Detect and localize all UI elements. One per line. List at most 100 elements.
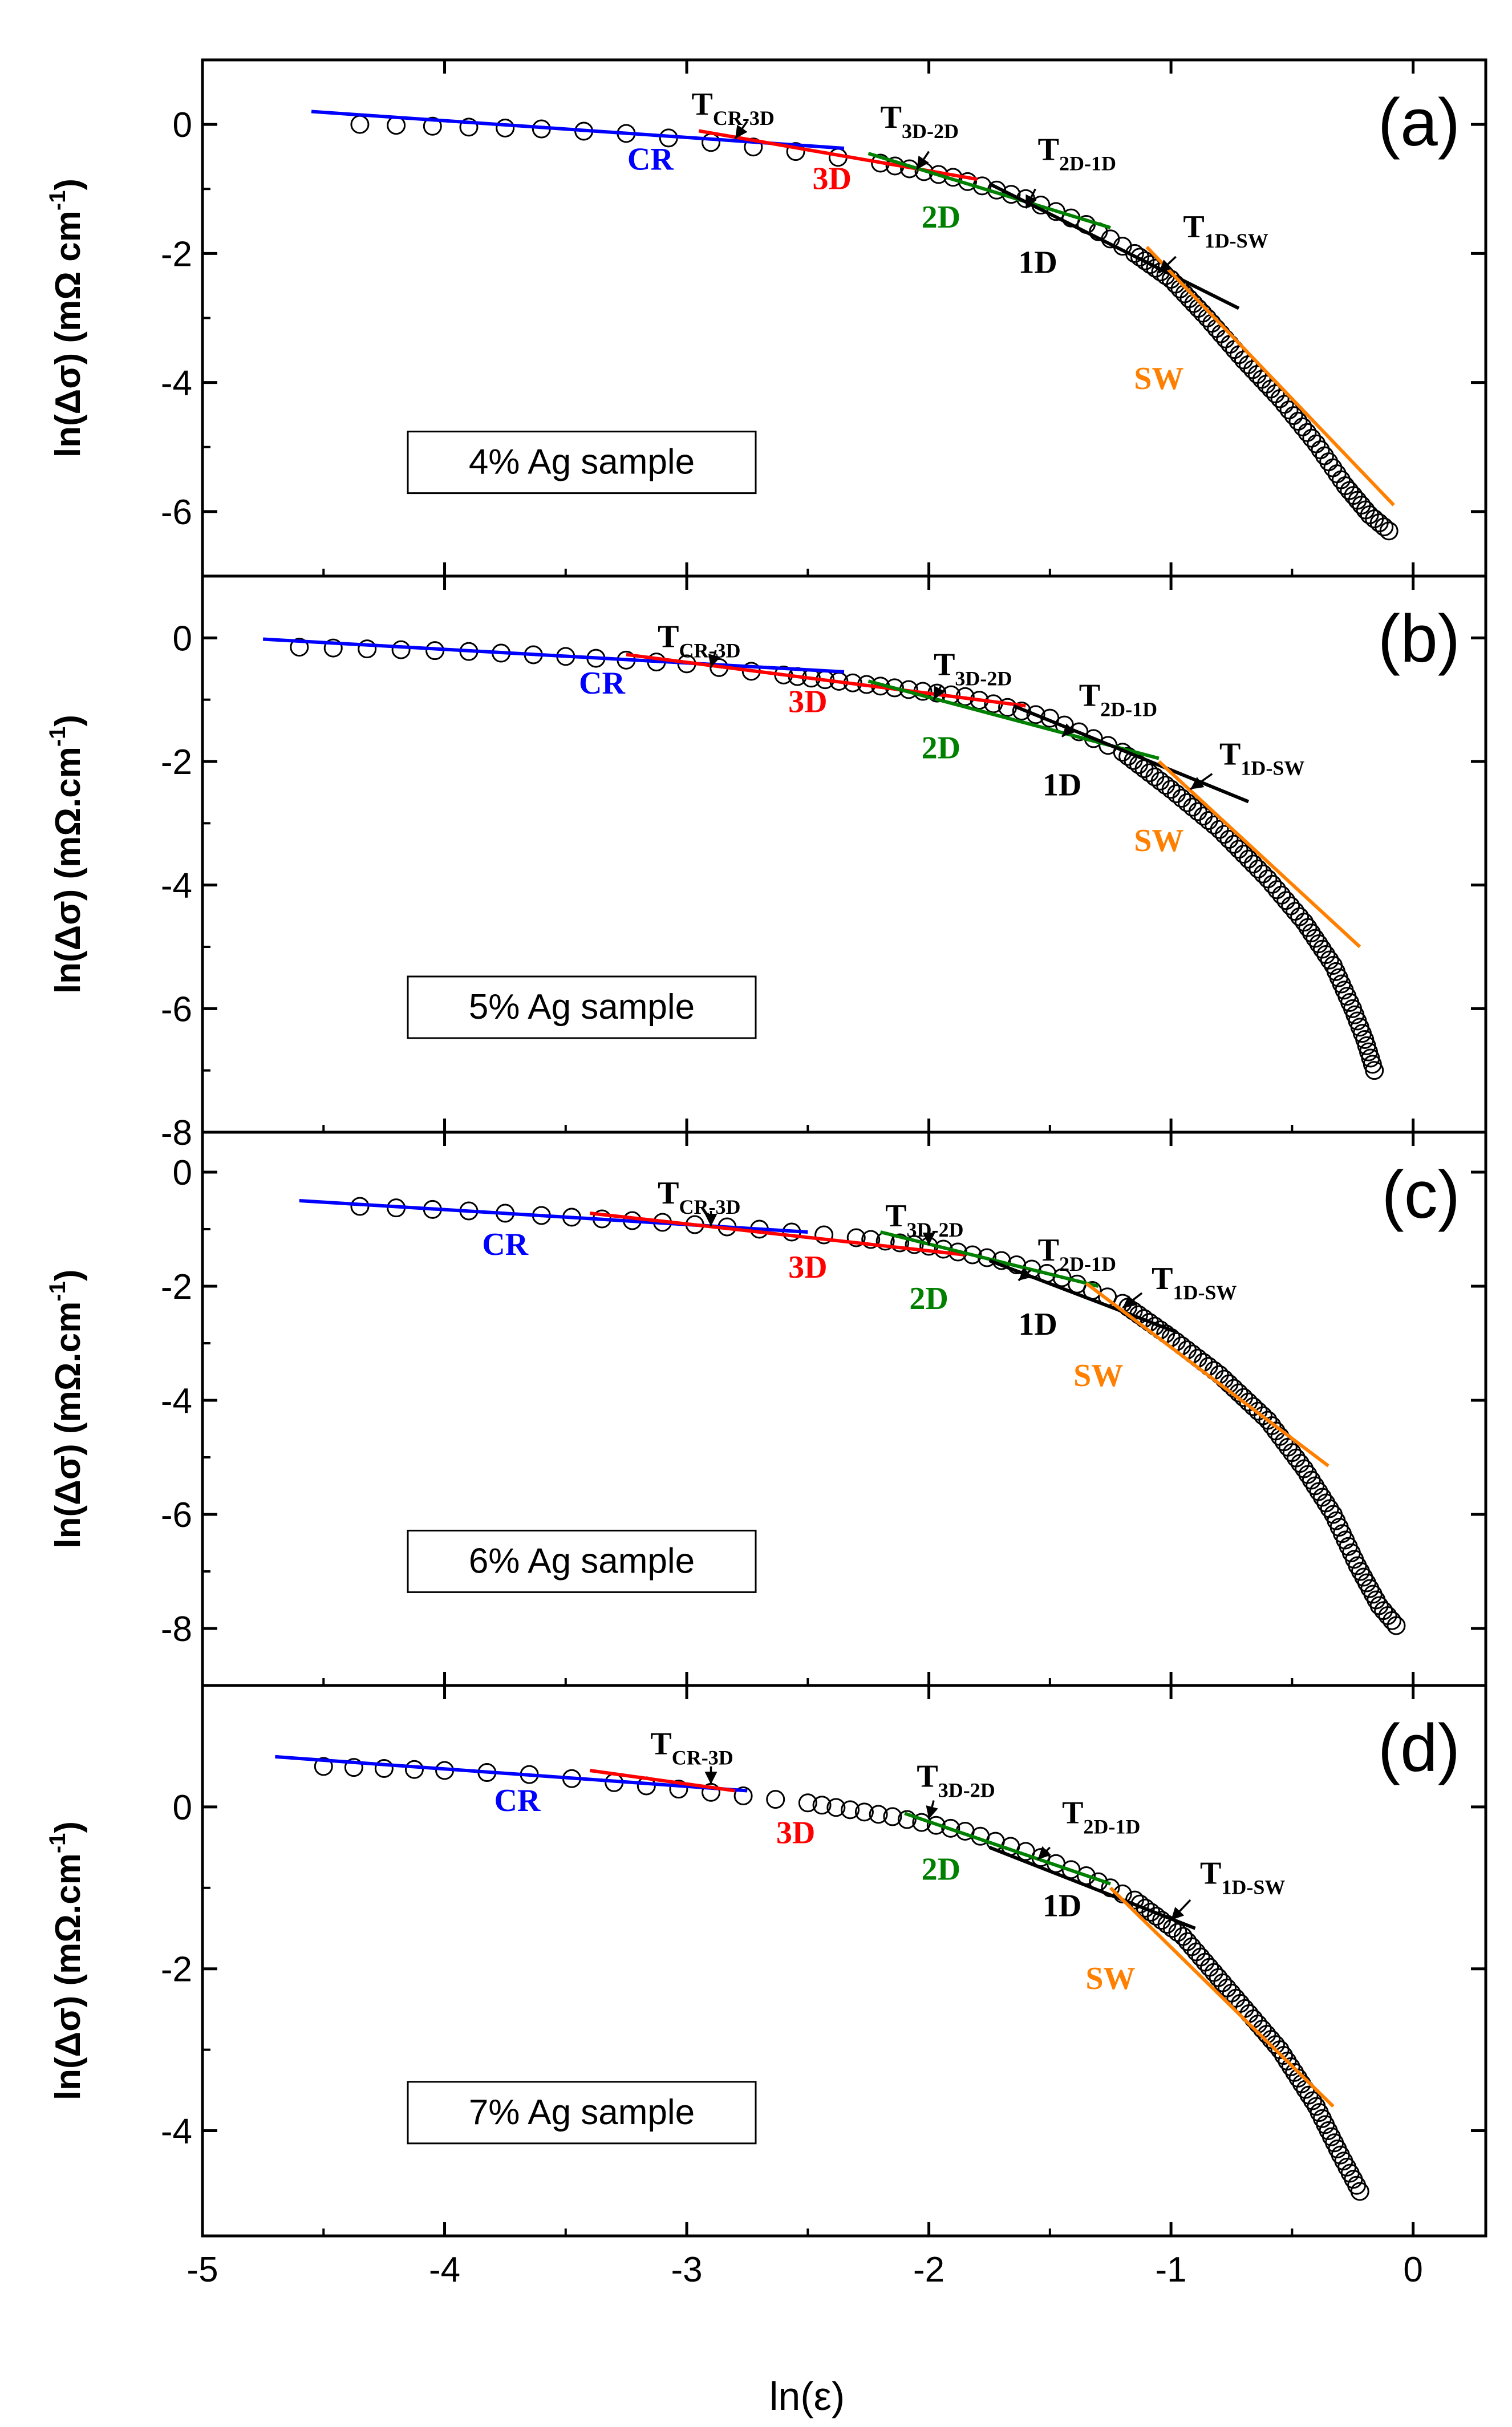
data-point [1272, 885, 1291, 905]
transition-label: T1D-SW [1190, 736, 1304, 791]
fit-line-cr [262, 637, 845, 674]
data-point [1306, 929, 1325, 948]
sample-label: 6% Ag sample [469, 1541, 695, 1581]
data-point [1298, 423, 1317, 442]
y-tick-label: 0 [173, 1788, 192, 1828]
transition-arrowhead [934, 686, 946, 700]
data-point [1286, 902, 1305, 921]
data-point [890, 1233, 910, 1253]
data-point [826, 1798, 846, 1817]
transition-text: TCR-3D [658, 1176, 740, 1218]
data-point [854, 1802, 874, 1822]
transition-label: TCR-3D [692, 87, 775, 140]
y-tick-label: -4 [161, 1381, 192, 1421]
transition-label: T2D-1D [1018, 1233, 1116, 1282]
transition-label: T1D-SW [1158, 209, 1268, 274]
regime-label-3d: 3D [813, 161, 852, 196]
panel-4: 0 -2 -4 ln(Δσ) (mΩ.cm-1) CR 3D 2D 1D SW TCR-3D T3D… [45, 1684, 1487, 2238]
sample-box [407, 431, 757, 495]
y-axis-title: ln(Δσ) (mΩ.cm-1) [45, 715, 88, 994]
data-point [1316, 945, 1336, 965]
data-point [841, 1800, 860, 1820]
data-point [290, 638, 309, 657]
regime-label-1d: 1D [1043, 1888, 1081, 1923]
sample-label: 7% Ag sample [469, 2093, 695, 2132]
fit-line-1d [988, 182, 1240, 310]
data-point [1188, 802, 1207, 821]
regime-label-sw: SW [1134, 823, 1183, 858]
data-points [314, 1757, 1369, 2201]
regime-label-1d: 1D [1018, 1307, 1057, 1342]
transition-arrowhead [1190, 777, 1205, 789]
transition-text: T2D-1D [1079, 678, 1157, 721]
regime-label-1d: 1D [1043, 768, 1081, 803]
data-point [1350, 2182, 1369, 2201]
data-point [1195, 1952, 1215, 1972]
data-point [1026, 705, 1045, 724]
data-point [314, 1757, 333, 1776]
transition-arrowhead [704, 1214, 718, 1226]
data-point [1331, 470, 1351, 489]
y-tick-label: -2 [161, 1267, 192, 1307]
y-tick-label: 0 [173, 1153, 192, 1193]
data-point [1375, 517, 1394, 537]
data-point [1210, 820, 1229, 839]
data-point [1295, 913, 1314, 932]
data-point [869, 1805, 888, 1824]
data-point [1298, 918, 1318, 937]
data-point [391, 640, 411, 659]
data-point [1211, 324, 1231, 343]
panel-1: 0 -2 -4 -6 ln(Δσ) (mΩ cm-1) CR 3D 2D 1D SW TCR-3D T… [45, 58, 1487, 578]
y-tick-label: -6 [161, 493, 192, 532]
data-point [1302, 428, 1322, 448]
regime-label-cr: CR [494, 1783, 540, 1818]
data-point [1320, 950, 1339, 970]
data-point [1248, 860, 1268, 878]
transition-text: T3D-2D [934, 647, 1012, 690]
data-point [1309, 934, 1328, 954]
data-point [1145, 767, 1165, 787]
regime-label-sw: SW [1134, 361, 1183, 396]
regime-label-3d: 3D [788, 1250, 827, 1285]
data-point [733, 1786, 753, 1805]
data-point [1288, 412, 1308, 431]
regime-label-cr: CR [482, 1227, 528, 1262]
data-point [846, 1228, 866, 1247]
data-point [1213, 1973, 1233, 1992]
regime-label-cr: CR [579, 666, 625, 701]
data-point [1307, 434, 1326, 453]
regime-label-2d: 2D [922, 731, 960, 766]
fit-line-1d [988, 1846, 1196, 1930]
x-tick-label: -4 [429, 2250, 460, 2290]
data-point [1284, 406, 1303, 426]
regime-label-2d: 2D [909, 1281, 948, 1316]
data-point [1258, 869, 1278, 889]
data-point [374, 1759, 394, 1778]
data-point [1365, 1061, 1384, 1080]
transition-arrowhead [917, 155, 929, 170]
data-point [1270, 389, 1290, 408]
data-point [1140, 763, 1159, 783]
regime-label-2d: 2D [922, 200, 960, 235]
data-point [323, 638, 343, 658]
transition-label: T3D-2D [885, 1198, 964, 1245]
panels-group: 0 -2 -4 -6 ln(Δσ) (mΩ cm-1) CR 3D 2D 1D SW TCR-3D T… [45, 58, 1487, 2238]
transition-text: TCR-3D [650, 1727, 733, 1769]
data-point [1319, 452, 1339, 472]
data-point [1200, 1958, 1219, 1977]
transition-text: T3D-2D [917, 1759, 995, 1801]
data-point [1315, 446, 1334, 465]
transition-label: T2D-1D [1061, 678, 1157, 738]
sample-box [407, 2081, 757, 2145]
data-point [1229, 840, 1248, 859]
panel-label: (d) [1378, 1711, 1460, 1786]
fit-line-2d [904, 1812, 1111, 1886]
y-tick-label: -2 [161, 1950, 192, 1990]
transition-text: T2D-1D [1038, 132, 1116, 175]
fit-line-sw [1157, 760, 1361, 949]
data-point [1290, 907, 1310, 926]
plot-frame [201, 58, 1487, 578]
transition-arrowhead [1037, 1846, 1051, 1860]
y-axis-title: ln(Δσ) (mΩ cm-1) [45, 179, 88, 457]
